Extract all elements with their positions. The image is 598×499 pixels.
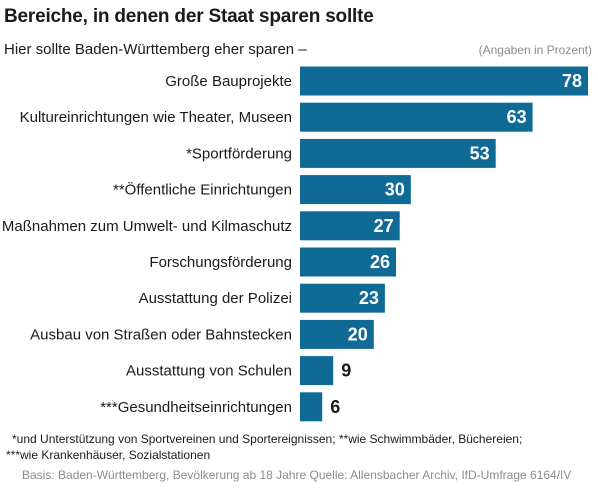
source-note: Basis: Baden-Württemberg, Bevölkerung ab… [22, 468, 572, 482]
value-label-0: 78 [562, 71, 582, 91]
category-label-4: Maßnahmen zum Umwelt- und Kilmaschutz [2, 218, 292, 235]
category-label-6: Ausstattung der Polizei [139, 290, 292, 307]
bar-4 [300, 211, 400, 241]
value-label-6: 23 [359, 288, 379, 308]
bar-1 [300, 102, 533, 132]
category-label-0: Große Bauprojekte [165, 73, 292, 90]
value-label-3: 30 [385, 180, 405, 200]
category-label-2: *Sportförderung [186, 145, 292, 162]
value-label-4: 27 [374, 216, 394, 236]
category-label-9: ***Gesundheitseinrichtungen [100, 399, 292, 416]
bar-chart: Große Bauprojekte 78 Kultureinrichtungen w… [2, 66, 588, 422]
value-label-1: 63 [507, 107, 527, 127]
category-label-7: Ausbau von Straßen oder Bahnstecken [30, 326, 292, 343]
footnote-2: ***wie Krankenhäuser, Sozialstationen [6, 448, 211, 462]
footnote-1: *und Unterstützung von Sportvereinen und… [12, 432, 523, 446]
chart-subtitle: Hier sollte Baden-Württemberg eher spare… [4, 41, 307, 58]
category-label-1: Kultureinrichtungen wie Theater, Museen [20, 109, 292, 126]
bar-5 [300, 247, 396, 277]
value-label-5: 26 [370, 252, 390, 272]
value-label-7: 20 [348, 324, 368, 344]
bar-0 [300, 66, 588, 96]
bar-2 [300, 138, 496, 168]
value-label-9: 6 [330, 397, 340, 417]
unit-note: (Angaben in Prozent) [478, 43, 592, 57]
category-label-3: **Öffentliche Einrichtungen [113, 181, 292, 199]
bar-3 [300, 175, 411, 205]
bar-7 [300, 319, 374, 349]
value-label-8: 9 [341, 361, 351, 381]
category-label-8: Ausstattung von Schulen [126, 363, 292, 380]
bar-6 [300, 283, 385, 313]
chart-title: Bereiche, in denen der Staat sparen soll… [4, 6, 374, 27]
bar-9 [300, 392, 323, 422]
category-label-5: Forschungsförderung [149, 254, 292, 271]
value-label-2: 53 [470, 143, 490, 163]
bar-8 [300, 356, 334, 386]
